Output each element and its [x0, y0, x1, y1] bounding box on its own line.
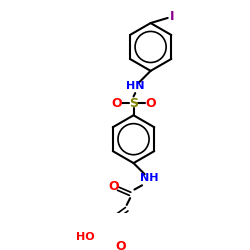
Text: NH: NH — [140, 174, 158, 184]
Text: S: S — [129, 97, 138, 110]
Text: O: O — [145, 97, 156, 110]
Text: O: O — [111, 97, 122, 110]
Text: O: O — [108, 180, 119, 194]
Text: O: O — [116, 240, 126, 250]
Text: I: I — [170, 10, 174, 23]
Text: HN: HN — [126, 81, 144, 91]
Text: HO: HO — [76, 232, 95, 241]
